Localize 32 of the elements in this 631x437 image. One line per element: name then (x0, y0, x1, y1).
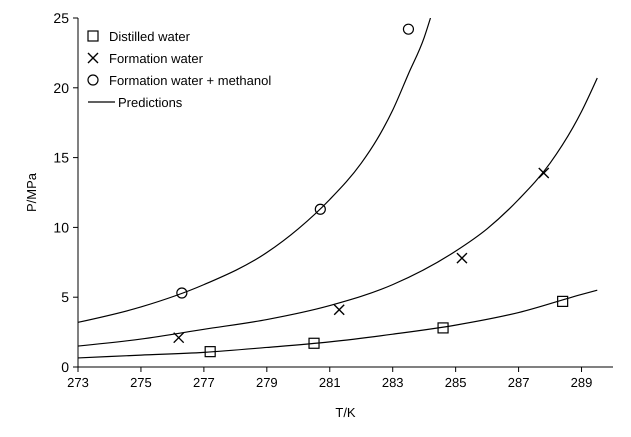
legend-label: Distilled water (109, 29, 191, 44)
x-tick-label: 273 (67, 375, 89, 390)
point (456, 252, 468, 264)
x-tick-label: 289 (570, 375, 592, 390)
y-tick-label: 20 (53, 80, 70, 96)
point (557, 296, 568, 307)
legend-label: Formation water (109, 51, 204, 66)
x-tick-label: 277 (193, 375, 215, 390)
y-tick-label: 25 (53, 10, 70, 26)
point (314, 204, 326, 215)
point (437, 322, 449, 334)
x-axis-title: T/K (335, 405, 356, 420)
legend-label: Formation water + methanol (109, 73, 272, 88)
point (173, 332, 184, 344)
point (334, 304, 345, 316)
x-tick-label: 285 (444, 375, 466, 390)
y-axis-title: P/MPa (24, 172, 39, 212)
x-tick-label: 283 (382, 375, 404, 390)
point (204, 346, 216, 358)
x-tick-label: 281 (318, 375, 341, 390)
point (308, 338, 320, 349)
y-tick-label: 15 (53, 150, 70, 166)
y-tick-label: 0 (61, 359, 70, 375)
y-tick-label: 10 (53, 219, 70, 236)
point (538, 167, 550, 179)
y-tick-label: 5 (61, 289, 70, 306)
point (176, 287, 188, 299)
legend-label: Predictions (118, 95, 183, 110)
point (402, 24, 414, 35)
x-tick-label: 279 (256, 375, 278, 390)
x-tick-label: 287 (508, 375, 530, 390)
x-tick-label: 275 (130, 375, 152, 390)
